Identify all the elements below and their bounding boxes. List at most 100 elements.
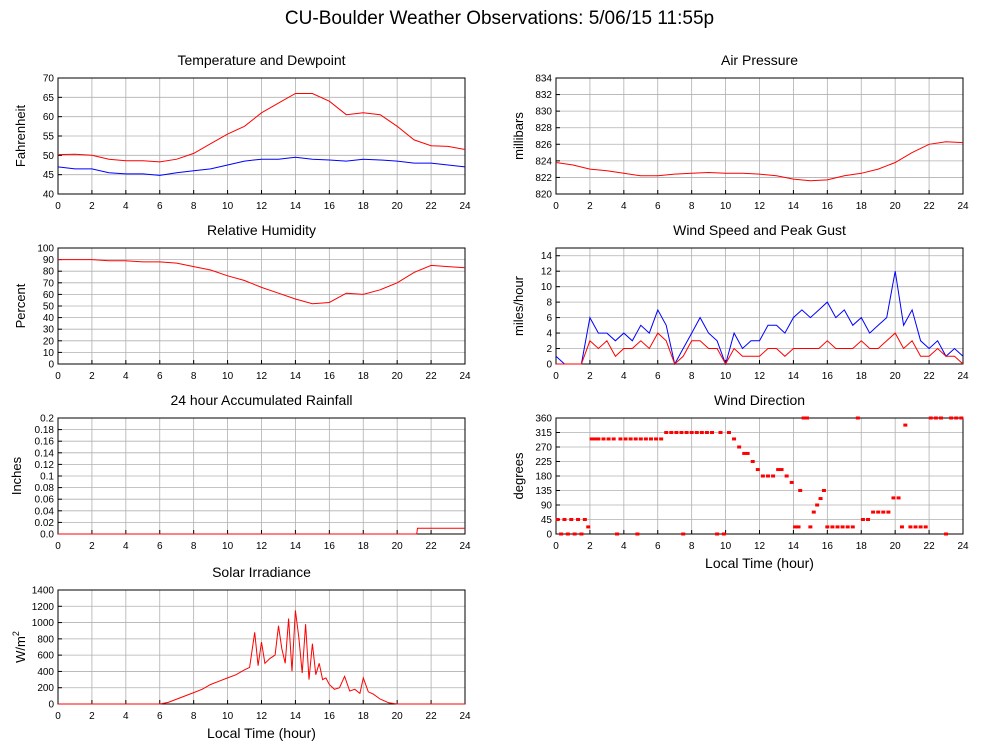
x-tick-label: 14 [788,541,800,552]
x-tick-label: 12 [256,371,268,382]
data-point [618,437,623,441]
data-point [808,525,813,529]
x-tick-label: 6 [655,201,661,212]
data-point [718,431,723,434]
y-tick-label: 6 [546,313,552,324]
data-point [654,437,659,441]
y-tick-label: 0 [48,700,54,711]
y-tick-label: 30 [43,325,55,336]
data-point [825,525,830,529]
data-point [635,532,640,536]
y-tick-label: 826 [535,140,552,151]
x-axis-label: Local Time (hour) [705,555,814,571]
page-title: CU-Boulder Weather Observations: 5/06/15… [284,8,715,29]
data-point [726,431,731,434]
y-tick-label: 45 [43,170,55,181]
data-point [840,525,845,529]
y-tick-label: 400 [37,667,54,678]
data-point [835,525,840,529]
x-tick-label: 6 [157,541,163,552]
y-tick-label: 1200 [32,602,55,613]
series-line [58,259,466,305]
chart-title: Wind Direction [714,392,805,408]
series-line [57,156,466,176]
x-tick-label: 4 [621,201,627,212]
data-point [586,525,591,529]
x-tick-label: 20 [890,371,902,382]
wind-direction-panel: 0 2 4 6 8 10 12 14 16 18 20 22 240459013518022527031… [511,392,969,571]
data-point [628,437,633,441]
x-tick-label: 8 [689,541,695,552]
y-tick-label: 834 [535,74,552,85]
data-point [821,489,826,492]
data-point [784,474,789,478]
x-tick-label: 6 [655,371,661,382]
x-tick-label: 24 [459,541,471,552]
humidity-panel: 0 2 4 6 8 10 12 14 16 18 20 22 240102030405060708090… [13,222,471,382]
y-tick-label: 40 [43,190,55,201]
data-point [589,437,594,441]
temperature-panel: 0 2 4 6 8 10 12 14 16 18 20 22 2440455055606570Tempe… [13,52,471,212]
chart-title: Wind Speed and Peak Gust [673,222,846,238]
y-tick-label: 1400 [32,586,55,597]
data-point [633,437,638,441]
y-tick-label: 270 [535,443,552,454]
y-tick-label: 0.06 [35,495,55,506]
chart-title: 24 hour Accumulated Rainfall [170,392,352,408]
y-tick-label: 50 [43,302,55,313]
y-tick-label: 200 [37,683,54,694]
x-tick-label: 20 [392,711,404,722]
y-tick-label: 0.04 [35,506,55,517]
data-point [674,431,679,434]
x-tick-label: 4 [123,711,129,722]
x-tick-label: 24 [957,371,969,382]
x-tick-label: 8 [191,371,197,382]
y-tick-label: 60 [43,112,55,123]
y-tick-label: 100 [37,244,54,255]
data-point [710,431,715,434]
y-tick-label: 0 [546,360,552,371]
y-axis-label: millibars [511,112,526,160]
chart-title: Temperature and Dewpoint [177,52,345,68]
data-point [818,497,823,501]
data-point [918,525,923,529]
y-tick-label: 0.1 [40,472,54,483]
x-tick-label: 14 [290,541,302,552]
x-tick-label: 14 [290,371,302,382]
y-tick-label: 0.0 [40,530,54,541]
y-axis-label: W/m2 [11,631,28,663]
data-point [601,437,606,441]
data-point [715,532,720,536]
data-point [860,518,865,521]
x-axis-label: Local Time (hour) [207,725,316,741]
x-tick-label: 2 [89,371,95,382]
x-tick-label: 10 [720,541,732,552]
x-tick-label: 14 [290,201,302,212]
y-tick-label: 90 [43,255,55,266]
data-point [771,474,776,478]
series-line [556,332,964,366]
y-tick-label: 50 [43,151,55,162]
x-tick-label: 8 [191,711,197,722]
y-tick-label: 135 [535,486,552,497]
x-tick-label: 24 [459,201,471,212]
x-tick-label: 16 [324,541,336,552]
y-tick-label: 315 [535,428,552,439]
data-point [765,474,770,478]
data-point [928,416,933,420]
y-axis-label: miles/hour [511,275,526,336]
x-tick-label: 12 [754,371,766,382]
data-point [896,496,901,500]
data-point [815,503,820,507]
y-tick-label: 0 [48,360,54,371]
x-tick-label: 18 [856,541,868,552]
data-point [876,510,881,514]
x-tick-label: 18 [358,541,370,552]
data-point [593,437,598,441]
data-point [855,416,860,420]
series-line [555,271,964,366]
x-tick-label: 14 [290,711,302,722]
x-tick-label: 4 [123,541,129,552]
